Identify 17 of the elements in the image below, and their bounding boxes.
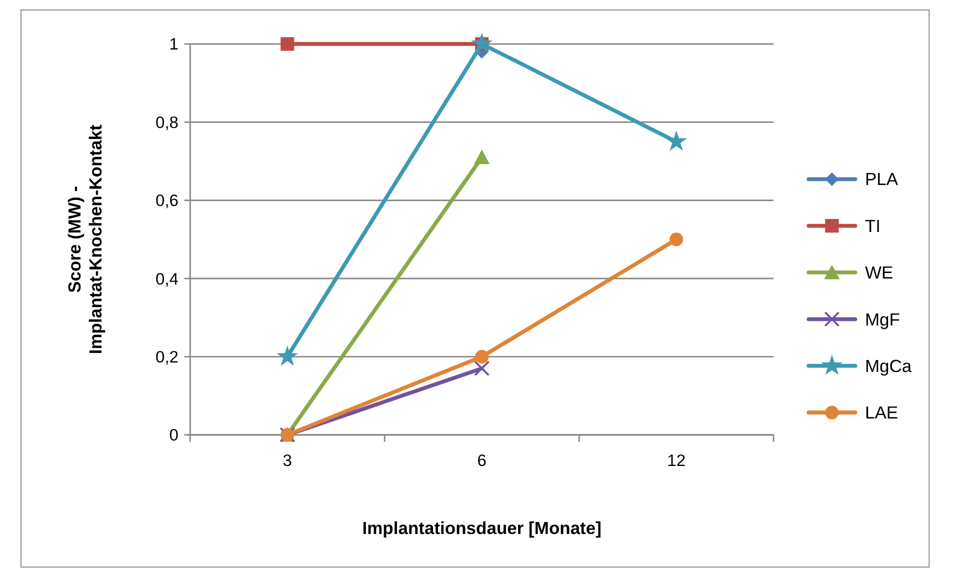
y-axis-title: Score (MW) - Implantat-Knochen-Kontakt [64, 124, 106, 354]
y-tick-label: 0 [169, 426, 178, 445]
x-tick-label: 3 [282, 450, 292, 470]
legend-label: MgF [864, 309, 900, 330]
y-tick-label: 0,6 [156, 191, 178, 210]
y-tick-label: 1 [169, 34, 178, 54]
legend-label: WE [864, 262, 894, 283]
legend-label: MgCa [864, 356, 912, 376]
y-tick-label: 0,4 [156, 269, 178, 288]
legend-label: PLA [864, 169, 898, 190]
y-tick-label: 0,2 [156, 347, 178, 366]
x-axis-title: Implantationsdauer [Monate] [362, 518, 602, 538]
legend-label: TI [864, 216, 881, 236]
x-tick-label: 6 [477, 450, 486, 470]
x-tick-label: 12 [667, 450, 686, 470]
y-tick-label: 0,8 [156, 112, 178, 132]
legend-label: LAE [864, 402, 898, 423]
